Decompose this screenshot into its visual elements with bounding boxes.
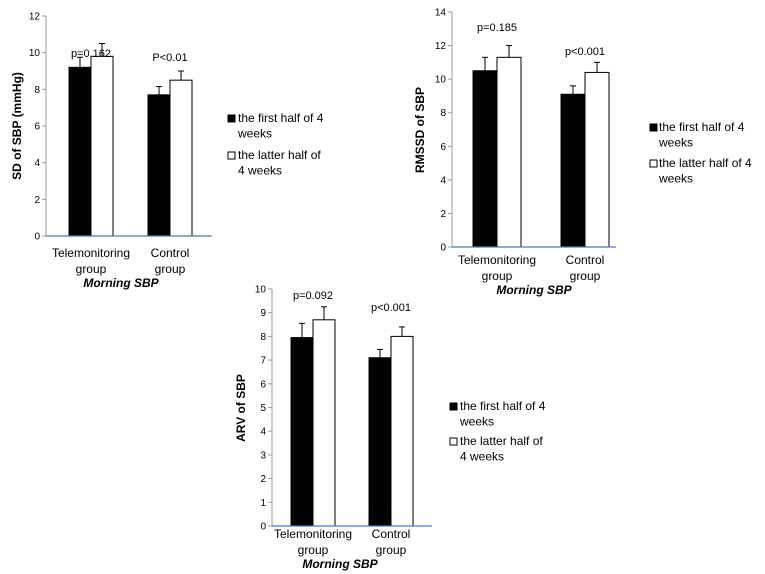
bar-first-half — [560, 93, 586, 248]
p-value-label: p=0.185 — [477, 22, 517, 34]
p-value-label: p=0.162 — [71, 48, 111, 60]
legend-label: 4 weeks — [238, 164, 282, 178]
y-axis-title: SD of SBP (mmHg) — [10, 72, 24, 180]
y-tick-label: 12 — [435, 41, 447, 52]
bar-first-half — [368, 357, 392, 527]
legend-label: weeks — [658, 172, 693, 186]
y-tick-label: 8 — [440, 108, 446, 119]
y-tick-label: 2 — [34, 195, 40, 206]
y-tick-label: 3 — [260, 450, 266, 461]
y-tick-label: 1 — [260, 498, 266, 509]
chart-3: 0 1 2 3 4 5 6 7 8 9 10 p=0.092 Telemonitoring group p<… — [234, 285, 546, 572]
chart-2: 0 2 4 6 8 10 12 14 p=0.185 Telemonitoring group p<0… — [413, 8, 752, 298]
legend-label: the latter half of — [238, 148, 321, 162]
bar-latter-half — [390, 335, 414, 527]
bar-first-half — [147, 94, 171, 237]
y-tick-label: 2 — [260, 474, 266, 485]
y-tick-label: 6 — [440, 142, 446, 153]
y-tick-label: 6 — [34, 122, 40, 133]
bar-latter-half — [312, 319, 336, 527]
y-tick-label: 4 — [440, 175, 446, 186]
y-tick-label: 10 — [435, 75, 447, 86]
bar-latter-half — [584, 71, 610, 248]
p-value-label: p<0.001 — [565, 46, 605, 58]
legend-label: weeks — [459, 415, 494, 429]
x-category-label: Control — [372, 527, 411, 541]
p-value-label: p=0.092 — [293, 290, 333, 302]
y-axis-title: RMSSD of SBP — [413, 87, 427, 173]
bar-first-half — [290, 337, 314, 527]
y-tick-label: 8 — [34, 85, 40, 96]
legend-label: the first half of 4 — [659, 120, 745, 134]
x-category-label: group — [570, 269, 601, 283]
x-category-label: group — [76, 262, 107, 276]
legend-label: the first half of 4 — [460, 399, 546, 413]
bar-latter-half — [496, 56, 522, 248]
y-tick-label: 9 — [260, 308, 266, 319]
y-tick-label: 0 — [440, 243, 446, 254]
y-tick-label: 12 — [29, 12, 41, 23]
legend-label: the latter half of 4 — [659, 156, 752, 170]
x-category-label: Telemonitoring — [274, 527, 352, 541]
bar-first-half — [472, 70, 498, 248]
chart-1: 0 2 4 6 8 10 12 p=0.162 Telemonitoring group P<0.0… — [10, 12, 324, 291]
legend-swatch-latter-half — [449, 437, 458, 446]
legend-swatch-latter-half — [649, 159, 658, 168]
p-value-label: p<0.001 — [371, 302, 411, 314]
y-tick-label: 10 — [29, 48, 41, 59]
legend: the first half of 4 weeks the latter half … — [649, 120, 752, 186]
y-tick-label: 4 — [34, 158, 40, 169]
legend-label: the first half of 4 — [238, 111, 324, 125]
bar-latter-half — [90, 55, 114, 237]
legend-label: weeks — [658, 136, 693, 150]
y-tick-label: 4 — [260, 427, 266, 438]
legend-label: the latter half of — [460, 434, 543, 448]
legend: the first half of 4 weeks the latter half … — [227, 111, 324, 178]
x-axis-title: Morning SBP — [496, 283, 572, 297]
y-tick-label: 6 — [260, 379, 266, 390]
legend-swatch-first-half — [649, 123, 658, 132]
y-tick-label: 8 — [260, 332, 266, 343]
x-category-label: Telemonitoring — [458, 253, 536, 267]
legend-swatch-latter-half — [227, 151, 236, 160]
x-axis-title: Morning SBP — [83, 276, 159, 290]
legend: the first half of 4 weeks the latter half … — [449, 399, 546, 464]
x-axis-title: Morning SBP — [302, 557, 378, 571]
y-tick-label: 7 — [260, 356, 266, 367]
x-category-label: Control — [151, 246, 190, 260]
y-tick-label: 0 — [260, 522, 266, 533]
p-value-label: P<0.01 — [152, 52, 187, 64]
x-category-label: group — [376, 543, 407, 557]
x-category-label: Telemonitoring — [52, 246, 130, 260]
x-category-label: group — [155, 262, 186, 276]
y-axis-title: ARV of SBP — [234, 374, 248, 442]
legend-label: 4 weeks — [460, 450, 504, 464]
y-tick-label: 2 — [440, 209, 446, 220]
legend-swatch-first-half — [227, 114, 236, 123]
x-category-label: group — [482, 269, 513, 283]
x-category-label: Control — [566, 253, 605, 267]
legend-label: weeks — [237, 127, 272, 141]
legend-swatch-first-half — [449, 402, 458, 411]
x-category-label: group — [298, 543, 329, 557]
bar-first-half — [68, 66, 92, 237]
y-tick-label: 10 — [255, 285, 267, 296]
y-tick-label: 14 — [435, 8, 447, 19]
y-tick-label: 0 — [34, 232, 40, 243]
bar-latter-half — [169, 79, 193, 237]
y-tick-label: 5 — [260, 403, 266, 414]
